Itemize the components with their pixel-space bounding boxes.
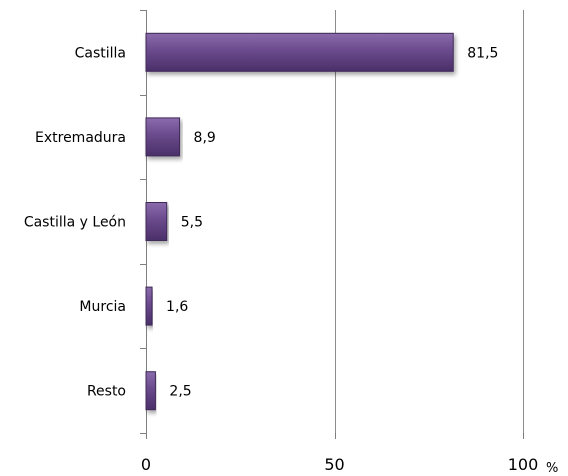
value-label-1: 8,9 xyxy=(194,130,216,146)
x-tick-label-100: 100 xyxy=(508,455,539,474)
x-unit-label: % xyxy=(546,461,558,476)
bar-1 xyxy=(145,117,181,157)
bars xyxy=(145,32,454,411)
category-labels: Castilla Extremadura Castilla y León Murcia… xyxy=(24,45,126,399)
bar-2 xyxy=(145,202,168,241)
x-tick-labels: 0 50 100 xyxy=(141,455,538,474)
value-label-3: 1,6 xyxy=(166,299,188,315)
category-label-4: Resto xyxy=(87,384,126,400)
category-label-0: Castilla xyxy=(75,45,126,61)
x-tick-label-0: 0 xyxy=(141,455,151,474)
category-label-3: Murcia xyxy=(79,299,126,315)
category-label-1: Extremadura xyxy=(35,130,126,146)
category-label-2: Castilla y León xyxy=(24,215,126,231)
value-label-4: 2,5 xyxy=(169,384,191,400)
bar-0 xyxy=(145,32,454,72)
gridlines xyxy=(335,10,524,433)
value-label-2: 5,5 xyxy=(181,215,203,231)
value-label-0: 81,5 xyxy=(467,45,498,61)
value-labels: 81,5 8,9 5,5 1,6 2,5 xyxy=(166,45,498,399)
bar-4 xyxy=(145,371,156,411)
bar-3 xyxy=(145,286,153,326)
x-tick-label-50: 50 xyxy=(324,455,344,474)
